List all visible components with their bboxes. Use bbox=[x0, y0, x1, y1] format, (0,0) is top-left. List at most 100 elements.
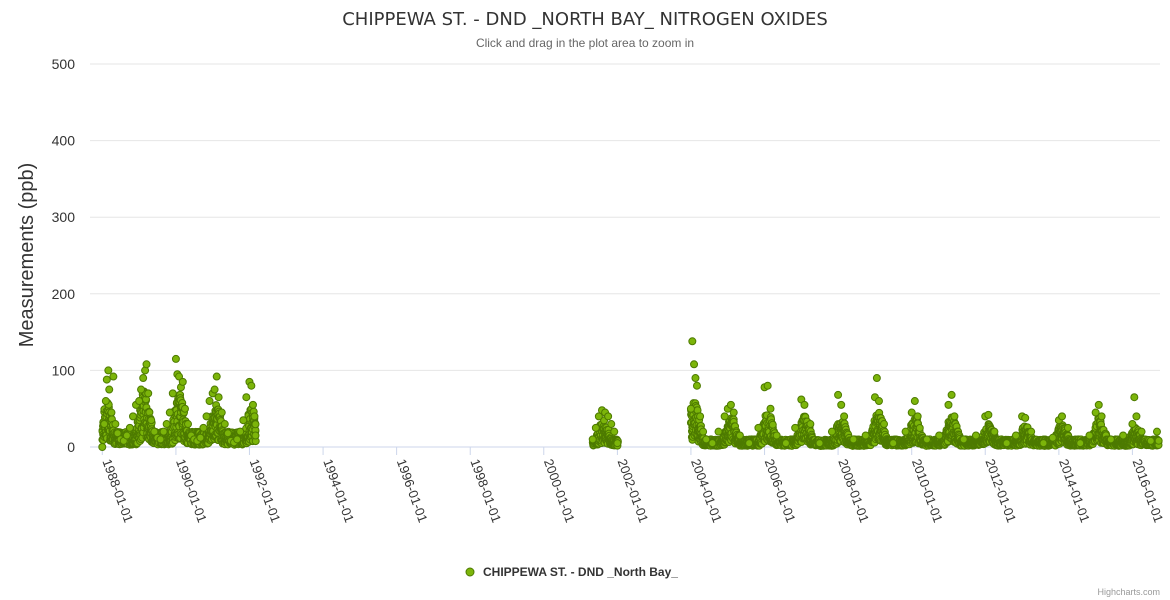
data-point[interactable] bbox=[791, 423, 800, 432]
data-point[interactable] bbox=[98, 443, 107, 451]
data-point[interactable] bbox=[827, 427, 836, 436]
data-point[interactable] bbox=[815, 439, 824, 448]
data-point[interactable] bbox=[889, 439, 898, 448]
data-point[interactable] bbox=[196, 433, 205, 442]
data-point[interactable] bbox=[1154, 436, 1163, 445]
legend-item-label[interactable]: CHIPPEWA ST. - DND _North Bay_ bbox=[483, 565, 678, 579]
data-point[interactable] bbox=[745, 439, 754, 448]
data-point[interactable] bbox=[205, 397, 214, 406]
data-point[interactable] bbox=[772, 431, 781, 440]
data-point[interactable] bbox=[250, 412, 259, 421]
data-point[interactable] bbox=[990, 427, 999, 436]
data-point[interactable] bbox=[165, 408, 174, 417]
data-point[interactable] bbox=[754, 423, 763, 432]
data-point[interactable] bbox=[1021, 413, 1030, 422]
data-point[interactable] bbox=[122, 431, 131, 440]
data-point[interactable] bbox=[1002, 439, 1011, 448]
data-point[interactable] bbox=[102, 375, 111, 384]
data-point[interactable] bbox=[768, 420, 777, 429]
data-point[interactable] bbox=[180, 404, 189, 413]
data-point[interactable] bbox=[872, 374, 881, 383]
data-point[interactable] bbox=[1152, 427, 1161, 436]
data-point[interactable] bbox=[184, 420, 193, 429]
data-point[interactable] bbox=[107, 408, 116, 417]
data-point[interactable] bbox=[101, 397, 110, 406]
data-point[interactable] bbox=[135, 397, 144, 406]
data-point[interactable] bbox=[1106, 435, 1115, 444]
data-point[interactable] bbox=[613, 439, 622, 448]
data-point[interactable] bbox=[607, 420, 616, 429]
data-point[interactable] bbox=[159, 427, 168, 436]
credits-link[interactable]: Highcharts.com bbox=[1097, 587, 1160, 597]
data-point[interactable] bbox=[880, 420, 889, 429]
data-point[interactable] bbox=[1063, 423, 1072, 432]
data-point[interactable] bbox=[913, 412, 922, 421]
data-point[interactable] bbox=[947, 390, 956, 399]
data-point[interactable] bbox=[840, 412, 849, 421]
data-point[interactable] bbox=[950, 412, 959, 421]
data-point[interactable] bbox=[137, 385, 146, 394]
data-point[interactable] bbox=[690, 360, 699, 369]
data-point[interactable] bbox=[217, 408, 226, 417]
data-point[interactable] bbox=[874, 397, 883, 406]
data-point[interactable] bbox=[233, 435, 242, 444]
data-point[interactable] bbox=[100, 420, 109, 429]
data-point[interactable] bbox=[210, 385, 219, 394]
data-point[interactable] bbox=[729, 408, 738, 417]
data-point[interactable] bbox=[199, 423, 208, 432]
data-point[interactable] bbox=[214, 393, 223, 402]
data-point[interactable] bbox=[1128, 420, 1137, 429]
data-point[interactable] bbox=[168, 389, 177, 398]
data-point[interactable] bbox=[588, 435, 597, 444]
data-point[interactable] bbox=[113, 429, 122, 438]
data-point[interactable] bbox=[691, 374, 700, 383]
data-point[interactable] bbox=[1119, 431, 1128, 440]
data-point[interactable] bbox=[239, 416, 248, 425]
data-point[interactable] bbox=[1130, 393, 1139, 402]
data-point[interactable] bbox=[708, 439, 717, 448]
data-point[interactable] bbox=[915, 424, 924, 433]
data-point[interactable] bbox=[1011, 431, 1020, 440]
data-point[interactable] bbox=[1085, 431, 1094, 440]
data-point[interactable] bbox=[144, 389, 153, 398]
data-point[interactable] bbox=[150, 427, 159, 436]
data-point[interactable] bbox=[236, 427, 245, 436]
data-point[interactable] bbox=[699, 427, 708, 436]
data-point[interactable] bbox=[800, 400, 809, 409]
data-point[interactable] bbox=[696, 412, 705, 421]
data-point[interactable] bbox=[766, 404, 775, 413]
plot-area[interactable] bbox=[98, 337, 1163, 451]
data-point[interactable] bbox=[834, 390, 843, 399]
data-point[interactable] bbox=[922, 435, 931, 444]
data-point[interactable] bbox=[781, 439, 790, 448]
data-point[interactable] bbox=[594, 412, 603, 421]
data-point[interactable] bbox=[959, 435, 968, 444]
data-point[interactable] bbox=[726, 400, 735, 409]
data-point[interactable] bbox=[156, 435, 165, 444]
data-point[interactable] bbox=[1027, 427, 1036, 436]
data-point[interactable] bbox=[139, 374, 148, 383]
data-point[interactable] bbox=[1146, 436, 1155, 445]
data-point[interactable] bbox=[162, 420, 171, 429]
data-point[interactable] bbox=[1057, 412, 1066, 421]
data-point[interactable] bbox=[212, 372, 221, 381]
data-point[interactable] bbox=[688, 337, 697, 346]
data-point[interactable] bbox=[1132, 412, 1141, 421]
data-point[interactable] bbox=[714, 427, 723, 436]
data-point[interactable] bbox=[1094, 400, 1103, 409]
data-point[interactable] bbox=[686, 404, 695, 413]
data-point[interactable] bbox=[147, 416, 156, 425]
data-point[interactable] bbox=[171, 354, 180, 363]
data-point[interactable] bbox=[1039, 439, 1048, 448]
data-point[interactable] bbox=[610, 427, 619, 436]
data-point[interactable] bbox=[125, 423, 134, 432]
data-point[interactable] bbox=[1137, 427, 1146, 436]
data-point[interactable] bbox=[971, 431, 980, 440]
data-point[interactable] bbox=[247, 381, 256, 390]
data-point[interactable] bbox=[702, 435, 711, 444]
data-point[interactable] bbox=[220, 420, 229, 429]
data-point[interactable] bbox=[604, 412, 613, 421]
data-point[interactable] bbox=[901, 427, 910, 436]
data-point[interactable] bbox=[763, 381, 772, 390]
